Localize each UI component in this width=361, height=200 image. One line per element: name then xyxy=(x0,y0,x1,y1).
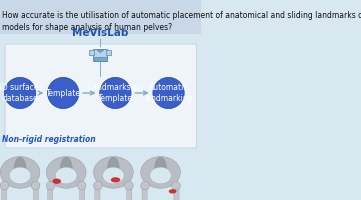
Ellipse shape xyxy=(14,157,26,181)
FancyBboxPatch shape xyxy=(174,188,179,200)
Ellipse shape xyxy=(169,189,177,194)
Text: Automatic
landmarking: Automatic landmarking xyxy=(144,83,193,103)
Text: models for shape analysis of human pelves?: models for shape analysis of human pelve… xyxy=(1,22,172,31)
Ellipse shape xyxy=(93,157,133,188)
FancyBboxPatch shape xyxy=(127,188,132,200)
Ellipse shape xyxy=(60,157,72,181)
Ellipse shape xyxy=(111,177,120,183)
FancyBboxPatch shape xyxy=(48,188,53,200)
Circle shape xyxy=(153,77,184,109)
FancyBboxPatch shape xyxy=(90,50,94,55)
Ellipse shape xyxy=(103,167,124,184)
FancyBboxPatch shape xyxy=(5,44,197,148)
Text: MeVisLab: MeVisLab xyxy=(72,28,129,38)
Ellipse shape xyxy=(141,157,180,188)
Circle shape xyxy=(48,77,79,109)
FancyBboxPatch shape xyxy=(0,0,201,34)
Ellipse shape xyxy=(0,157,40,188)
Text: Landmarks on
Template: Landmarks on Template xyxy=(88,83,143,103)
Ellipse shape xyxy=(107,157,119,181)
FancyBboxPatch shape xyxy=(95,188,100,200)
Circle shape xyxy=(31,181,40,190)
Ellipse shape xyxy=(150,167,171,184)
FancyBboxPatch shape xyxy=(93,49,107,61)
Text: 3D surfaces
database: 3D surfaces database xyxy=(0,83,43,103)
Text: How accurate is the utilisation of automatic placement of anatomical and sliding: How accurate is the utilisation of autom… xyxy=(1,10,361,20)
Text: Non-rigid registration: Non-rigid registration xyxy=(3,136,96,144)
FancyBboxPatch shape xyxy=(80,188,85,200)
Circle shape xyxy=(4,77,36,109)
FancyBboxPatch shape xyxy=(93,57,107,61)
FancyBboxPatch shape xyxy=(92,157,135,200)
FancyBboxPatch shape xyxy=(0,157,42,200)
Ellipse shape xyxy=(155,157,166,181)
FancyBboxPatch shape xyxy=(1,188,6,200)
FancyBboxPatch shape xyxy=(45,157,88,200)
Ellipse shape xyxy=(56,167,77,184)
FancyBboxPatch shape xyxy=(142,188,147,200)
FancyBboxPatch shape xyxy=(106,50,111,55)
Circle shape xyxy=(100,77,131,109)
Circle shape xyxy=(125,181,133,190)
Circle shape xyxy=(0,181,9,190)
Circle shape xyxy=(93,181,102,190)
Ellipse shape xyxy=(46,157,86,188)
Circle shape xyxy=(78,181,86,190)
Circle shape xyxy=(46,181,55,190)
Ellipse shape xyxy=(9,167,31,184)
FancyBboxPatch shape xyxy=(34,188,39,200)
Text: Template: Template xyxy=(46,88,81,98)
Circle shape xyxy=(141,181,149,190)
Ellipse shape xyxy=(52,179,61,184)
Polygon shape xyxy=(97,50,104,53)
FancyBboxPatch shape xyxy=(139,157,182,200)
Circle shape xyxy=(172,181,180,190)
